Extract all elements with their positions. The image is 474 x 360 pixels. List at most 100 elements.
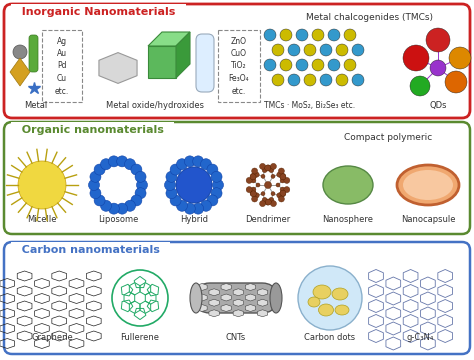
Circle shape [166, 171, 177, 182]
Circle shape [336, 44, 348, 56]
Circle shape [135, 188, 146, 199]
Circle shape [207, 195, 218, 206]
Circle shape [261, 174, 265, 178]
Circle shape [269, 167, 274, 172]
Circle shape [212, 180, 224, 190]
Text: Compact polymeric: Compact polymeric [344, 133, 432, 142]
Circle shape [90, 188, 101, 199]
Circle shape [304, 44, 316, 56]
Circle shape [254, 172, 259, 177]
Circle shape [184, 156, 195, 167]
Circle shape [261, 192, 265, 196]
Text: Micelle: Micelle [27, 215, 57, 224]
Circle shape [320, 74, 332, 86]
Circle shape [264, 199, 271, 205]
Polygon shape [176, 32, 190, 78]
FancyBboxPatch shape [29, 35, 38, 72]
FancyBboxPatch shape [196, 34, 214, 92]
Circle shape [211, 171, 222, 182]
Circle shape [246, 186, 252, 193]
Circle shape [251, 178, 256, 183]
Circle shape [328, 29, 340, 41]
Ellipse shape [190, 283, 202, 313]
Circle shape [271, 201, 276, 207]
Circle shape [100, 200, 111, 211]
Circle shape [269, 197, 274, 202]
Polygon shape [245, 305, 255, 311]
Circle shape [271, 163, 276, 170]
Circle shape [13, 45, 27, 59]
Text: Inorganic Nanomaterials: Inorganic Nanomaterials [14, 7, 183, 17]
Circle shape [265, 199, 271, 205]
Text: QDs: QDs [429, 101, 447, 110]
Circle shape [137, 180, 147, 190]
Circle shape [109, 203, 119, 214]
Text: TMCs · MoS₂, Bi₂Se₃ etc.: TMCs · MoS₂, Bi₂Se₃ etc. [264, 101, 356, 110]
Circle shape [125, 159, 136, 170]
Text: Metal: Metal [24, 101, 47, 110]
Circle shape [131, 164, 142, 175]
Circle shape [102, 169, 134, 201]
Circle shape [176, 159, 188, 170]
Circle shape [251, 187, 256, 192]
Circle shape [298, 266, 362, 330]
Circle shape [312, 29, 324, 41]
Text: Metal oxide/hydroxides: Metal oxide/hydroxides [106, 101, 204, 110]
Circle shape [280, 174, 286, 180]
Ellipse shape [308, 297, 320, 307]
Circle shape [288, 44, 300, 56]
Circle shape [94, 164, 105, 175]
Text: Dendrimer: Dendrimer [246, 215, 291, 224]
Text: Graphene: Graphene [31, 333, 73, 342]
Circle shape [449, 47, 471, 69]
Circle shape [430, 60, 446, 76]
Polygon shape [209, 289, 219, 296]
FancyBboxPatch shape [196, 283, 276, 313]
Circle shape [170, 195, 181, 206]
Circle shape [252, 196, 257, 202]
Circle shape [207, 164, 218, 175]
Circle shape [426, 28, 450, 52]
Text: Liposome: Liposome [98, 215, 138, 224]
Circle shape [280, 29, 292, 41]
Circle shape [272, 74, 284, 86]
Ellipse shape [332, 288, 348, 300]
Circle shape [254, 193, 259, 198]
Circle shape [264, 165, 271, 171]
Circle shape [262, 167, 267, 172]
Circle shape [264, 59, 276, 71]
Circle shape [256, 183, 260, 187]
Polygon shape [245, 284, 255, 291]
Circle shape [176, 167, 212, 203]
Polygon shape [99, 53, 137, 84]
Circle shape [277, 172, 282, 177]
Circle shape [252, 168, 257, 174]
Circle shape [201, 159, 211, 170]
Circle shape [272, 44, 284, 56]
Circle shape [280, 191, 286, 197]
Circle shape [262, 197, 267, 202]
Polygon shape [209, 299, 219, 306]
Polygon shape [221, 284, 231, 291]
Circle shape [280, 190, 286, 196]
Circle shape [201, 200, 211, 211]
Circle shape [117, 203, 128, 214]
Circle shape [260, 163, 265, 170]
Ellipse shape [397, 165, 459, 205]
Polygon shape [148, 46, 176, 78]
Polygon shape [209, 310, 219, 317]
Circle shape [109, 156, 119, 167]
Circle shape [336, 74, 348, 86]
Circle shape [352, 74, 364, 86]
Circle shape [278, 168, 284, 174]
Circle shape [271, 174, 275, 178]
Circle shape [277, 193, 282, 198]
Polygon shape [233, 299, 244, 306]
Circle shape [250, 191, 256, 197]
Circle shape [288, 74, 300, 86]
Circle shape [276, 183, 280, 187]
Polygon shape [221, 305, 231, 311]
Circle shape [280, 187, 285, 192]
Circle shape [192, 203, 204, 214]
Text: Organic nanomaterials: Organic nanomaterials [14, 125, 172, 135]
